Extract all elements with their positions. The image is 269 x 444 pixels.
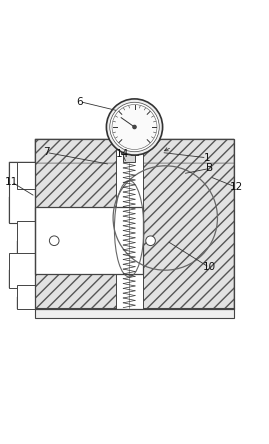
Bar	[17, 285, 36, 309]
Bar	[17, 221, 36, 255]
Text: 6: 6	[76, 97, 83, 107]
Bar	[121, 146, 138, 154]
Text: 7: 7	[43, 147, 49, 158]
Bar	[36, 163, 233, 309]
Bar	[17, 297, 36, 309]
Text: 11: 11	[5, 177, 18, 187]
Bar	[123, 140, 135, 146]
Circle shape	[107, 99, 162, 155]
Bar	[131, 144, 138, 155]
Text: B: B	[206, 163, 213, 174]
Circle shape	[110, 102, 159, 152]
Circle shape	[49, 236, 59, 246]
Text: 10: 10	[203, 262, 216, 273]
Bar	[17, 162, 36, 189]
Bar	[9, 270, 36, 288]
Circle shape	[146, 236, 155, 246]
Bar	[36, 308, 233, 318]
Bar	[9, 162, 36, 223]
Circle shape	[112, 104, 157, 150]
Text: 12: 12	[229, 182, 243, 192]
Bar	[116, 139, 143, 309]
Bar	[36, 139, 233, 309]
Circle shape	[133, 125, 136, 129]
Bar	[9, 253, 36, 288]
Bar	[125, 128, 133, 140]
Bar	[9, 162, 36, 183]
Bar	[36, 139, 233, 163]
Bar	[17, 241, 36, 255]
Bar	[36, 207, 143, 274]
Text: 1: 1	[203, 153, 210, 163]
Bar	[123, 154, 135, 162]
Text: 14: 14	[116, 149, 129, 159]
Bar	[9, 197, 36, 223]
